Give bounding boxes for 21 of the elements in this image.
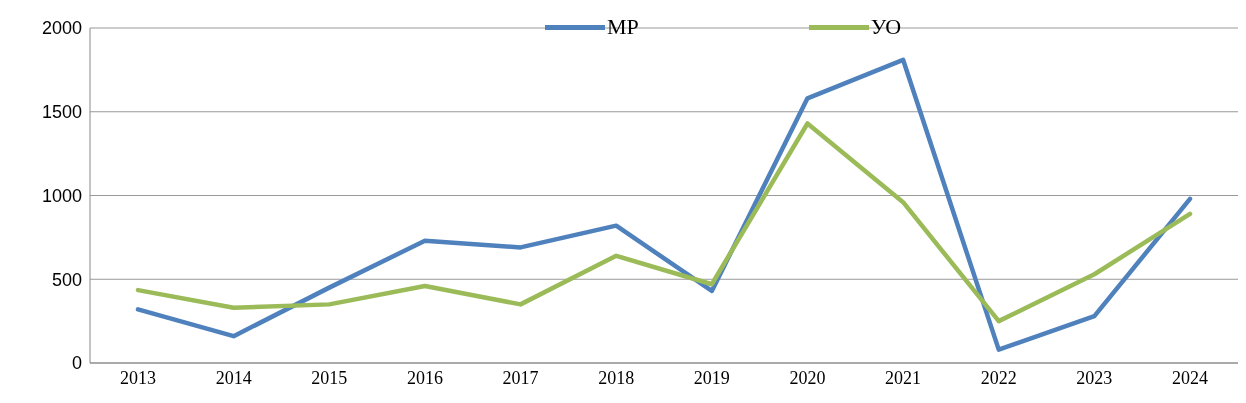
x-tick-label: 2019 bbox=[693, 367, 730, 388]
x-tick-label: 2017 bbox=[502, 367, 539, 388]
x-tick-label: 2013 bbox=[120, 367, 156, 388]
y-tick-label: 1000 bbox=[41, 185, 82, 206]
line-series bbox=[135, 57, 1193, 352]
y-tick-label: 2000 bbox=[41, 18, 82, 39]
x-tick-label: 2018 bbox=[598, 367, 635, 388]
legend-label: УО bbox=[870, 14, 902, 40]
y-tick-label: 500 bbox=[51, 269, 82, 290]
line-series bbox=[135, 121, 1193, 324]
x-tick-label: 2024 bbox=[1172, 367, 1208, 388]
x-tick-label: 2023 bbox=[1076, 367, 1113, 388]
x-tick-label: 2020 bbox=[789, 367, 826, 388]
x-tick-label: 2016 bbox=[406, 367, 443, 388]
y-tick-label: 0 bbox=[71, 353, 82, 374]
x-tick-label: 2021 bbox=[885, 367, 922, 388]
x-tick-label: 2015 bbox=[311, 367, 348, 388]
y-tick-label: 1500 bbox=[41, 102, 82, 123]
legend-label: МР bbox=[606, 14, 639, 40]
x-tick-label: 2022 bbox=[980, 367, 1017, 388]
x-tick-label: 2014 bbox=[215, 367, 252, 388]
